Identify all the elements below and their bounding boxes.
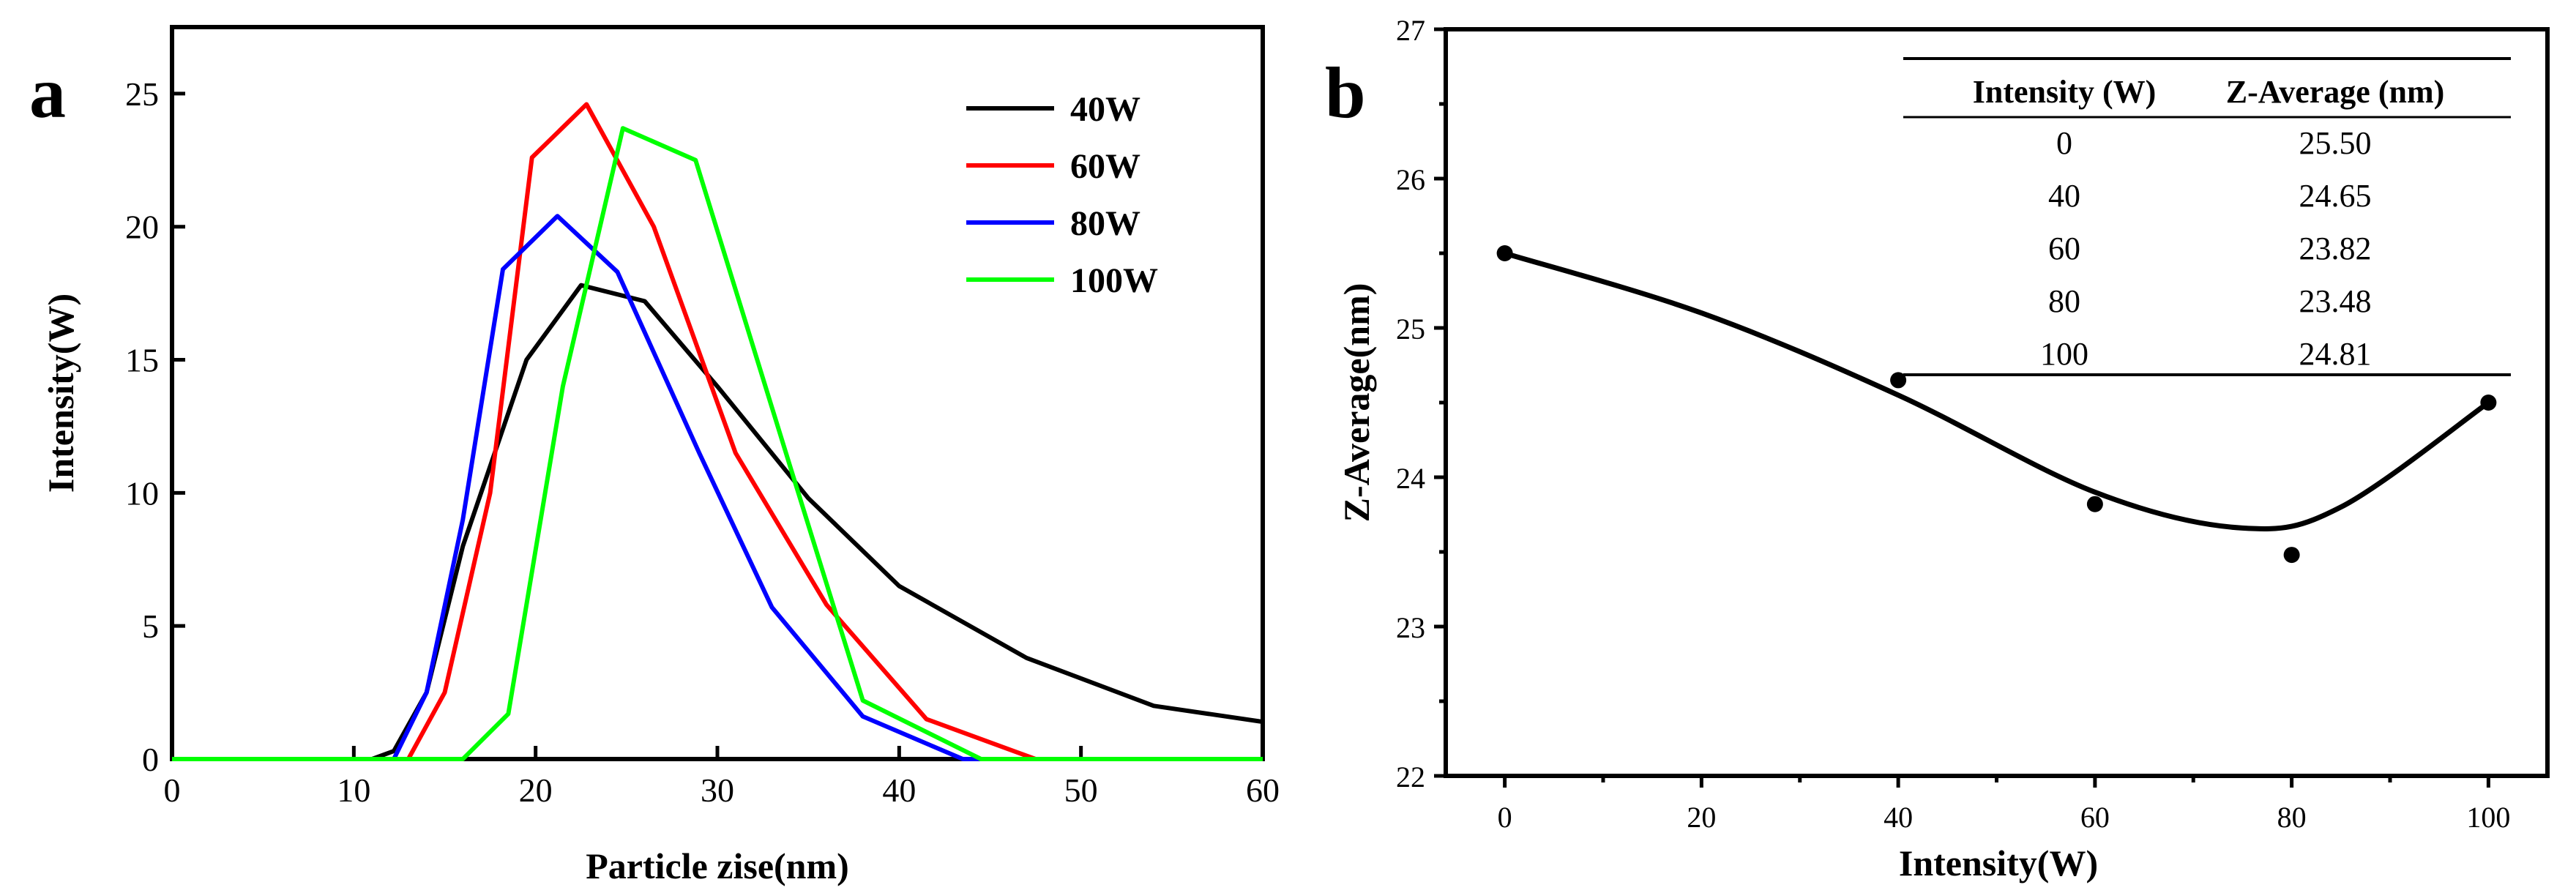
panel-a-series-40w xyxy=(172,283,1263,761)
panel-a-legend-label: 80W xyxy=(1070,204,1140,243)
panel-b-x-tick-label: 100 xyxy=(2466,801,2510,834)
panel-b-y-tick-label: 25 xyxy=(1396,313,1425,345)
panel-b-table-cell: 60 xyxy=(2048,231,2080,266)
panel-b-y-tick-label: 23 xyxy=(1396,611,1425,644)
panel-a-legend: 40W 60W 80W 100W xyxy=(966,90,1158,300)
panel-a-y-axis: 0 5 10 15 20 25 xyxy=(125,75,185,778)
panel-b-y-axis-label: Z-Average(nm) xyxy=(1336,283,1377,523)
panel-a-legend-label: 100W xyxy=(1070,261,1158,300)
panel-b-y-tick-label: 22 xyxy=(1396,761,1425,793)
panel-b-points-group xyxy=(1496,245,2497,564)
panel-b-y-tick-label: 27 xyxy=(1396,14,1425,47)
panel-b-data-point xyxy=(1496,245,1513,261)
panel-b-y-axis: 22 23 24 25 26 27 xyxy=(1396,14,1446,793)
panel-a-y-tick-label: 0 xyxy=(142,741,159,778)
panel-b-plot-frame xyxy=(1444,27,2550,778)
panel-b-data-point xyxy=(2086,496,2103,512)
panel-a-y-tick-label: 20 xyxy=(125,209,159,246)
panel-a-x-tick-label: 60 xyxy=(1246,771,1280,809)
panel-a-series-80w xyxy=(172,214,1263,761)
panel-a-x-tick-label: 20 xyxy=(519,771,553,809)
panel-a-legend-label: 40W xyxy=(1070,90,1140,129)
panel-a-x-axis-label: Particle zise(nm) xyxy=(586,845,849,886)
panel-a-x-tick-label: 0 xyxy=(164,771,181,809)
panel-b-x-tick-label: 20 xyxy=(1687,801,1716,834)
panel-b-letter: b xyxy=(1325,52,1366,133)
panel-b-x-axis: 0 20 40 60 80 100 xyxy=(1498,776,2510,834)
panel-a-y-tick-label: 10 xyxy=(125,474,159,512)
panel-b-table-cell: 25.50 xyxy=(2299,125,2372,161)
panel-a-legend-label: 60W xyxy=(1070,147,1140,186)
panel-b-table-header: Z-Average (nm) xyxy=(2226,74,2445,110)
panel-b-table-cell: 100 xyxy=(2040,336,2088,372)
panel-b-x-tick-label: 40 xyxy=(1884,801,1913,834)
panel-a-x-tick-label: 10 xyxy=(337,771,370,809)
panel-a-x-tick-label: 40 xyxy=(882,771,916,809)
panel-b-table-header: Intensity (W) xyxy=(1973,74,2157,110)
panel-b-y-tick-label: 26 xyxy=(1396,163,1425,196)
panel-b: b 0 20 40 60 80 100 22 23 24 25 26 27 Intensity (W… xyxy=(1325,14,2550,883)
panel-b-data-point xyxy=(2480,395,2497,411)
panel-b-fit-curve xyxy=(1504,250,2490,531)
panel-a-series-100w xyxy=(172,126,1263,761)
panel-a-y-tick-label: 5 xyxy=(142,608,159,645)
panel-b-x-tick-label: 0 xyxy=(1498,801,1512,834)
panel-b-table-cell: 24.81 xyxy=(2299,336,2372,372)
panel-a-x-axis: 0 10 20 30 40 50 60 xyxy=(164,746,1280,809)
panel-b-table-cell: 80 xyxy=(2048,283,2080,319)
panel-b-data-point xyxy=(2283,547,2300,564)
panel-a-y-tick-label: 15 xyxy=(125,342,159,379)
panel-a-y-axis-label: Intensity(W) xyxy=(40,294,81,493)
panel-b-inset-table: Intensity (W) Z-Average (nm) 0 25.50 40 24.65… xyxy=(1903,57,2511,376)
panel-b-table-cell: 24.65 xyxy=(2299,178,2372,214)
panel-b-x-tick-label: 80 xyxy=(2277,801,2307,834)
panel-b-table-cell: 40 xyxy=(2048,178,2080,214)
panel-a-x-tick-label: 50 xyxy=(1064,771,1098,809)
panel-b-x-axis-label: Intensity(W) xyxy=(1899,842,2098,883)
panel-b-table-cell: 23.48 xyxy=(2299,283,2372,319)
panel-a-series-60w xyxy=(172,102,1263,761)
panel-a: a 0 10 20 30 40 50 60 0 5 10 15 20 25 40W 60W 80W 100W… xyxy=(29,25,1280,886)
panel-b-y-tick-label: 24 xyxy=(1396,462,1425,495)
panel-a-letter: a xyxy=(29,52,66,133)
panel-b-x-tick-label: 60 xyxy=(2080,801,2110,834)
panel-a-x-tick-label: 30 xyxy=(701,771,734,809)
panel-b-table-cell: 23.82 xyxy=(2299,231,2372,266)
panel-a-plot-frame xyxy=(170,25,1265,761)
panel-a-series-group xyxy=(172,102,1263,761)
panel-b-table-cell: 0 xyxy=(2056,125,2072,161)
panel-a-y-tick-label: 25 xyxy=(125,75,159,113)
panel-b-fit-group xyxy=(1504,250,2490,531)
panel-b-data-point xyxy=(1890,372,1907,389)
